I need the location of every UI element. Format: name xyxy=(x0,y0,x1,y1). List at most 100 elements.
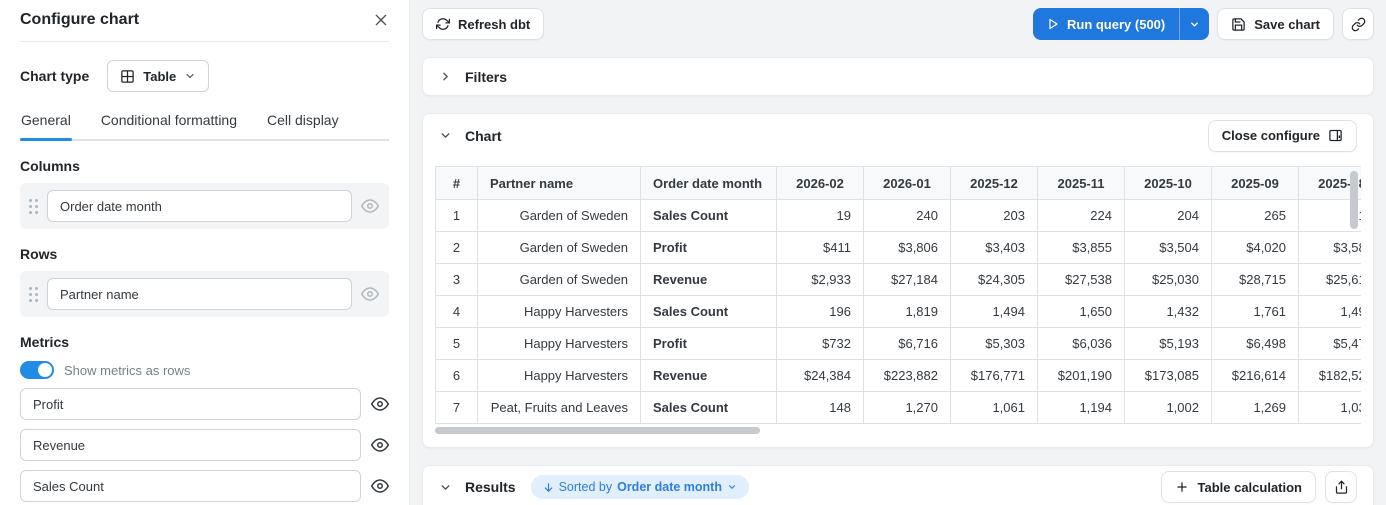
results-title: Results xyxy=(465,479,516,495)
cell: $6,498 xyxy=(1211,327,1299,360)
table-row[interactable]: 3 Garden of Sweden Revenue $2,933 $27,18… xyxy=(435,263,1361,296)
toggle-label: Show metrics as rows xyxy=(64,362,191,378)
cell: 203 xyxy=(950,199,1038,232)
tab-conditional-formatting[interactable]: Conditional formatting xyxy=(100,112,238,139)
cell: 1,819 xyxy=(863,295,951,328)
cell: $5,303 xyxy=(950,327,1038,360)
cell: $3,504 xyxy=(1124,231,1212,264)
cell: $182,521 xyxy=(1298,359,1361,392)
horizontal-scrollbar[interactable] xyxy=(435,427,760,434)
metric-row xyxy=(20,388,389,420)
table-row[interactable]: 4 Happy Harvesters Sales Count 196 1,819… xyxy=(435,295,1361,328)
chart-header[interactable]: Chart Close configure xyxy=(423,114,1373,157)
run-query-options-button[interactable] xyxy=(1180,8,1209,40)
show-metrics-as-rows-toggle[interactable] xyxy=(20,361,54,379)
chevron-down-icon xyxy=(727,482,737,492)
eye-icon[interactable] xyxy=(371,436,389,454)
cell: $216,614 xyxy=(1211,359,1299,392)
pivot-table: # Partner name Order date month 2026-02 … xyxy=(435,166,1361,424)
cell: Garden of Sweden xyxy=(477,199,641,232)
tab-general[interactable]: General xyxy=(20,112,72,141)
column-header: 2025-09 xyxy=(1211,166,1299,200)
vertical-scrollbar[interactable] xyxy=(1350,171,1358,229)
results-card: Results Sorted by Order date month Table… xyxy=(422,465,1374,505)
cell: Happy Harvesters xyxy=(477,327,641,360)
chevron-right-icon xyxy=(439,70,452,83)
cell: $3,584 xyxy=(1298,231,1361,264)
arrow-down-icon xyxy=(543,482,554,493)
metric-revenue-input[interactable] xyxy=(20,429,361,461)
cell: $4,020 xyxy=(1211,231,1299,264)
metric-sales-count-input[interactable] xyxy=(20,470,361,502)
table-row[interactable]: 7 Peat, Fruits and Leaves Sales Count 14… xyxy=(435,391,1361,424)
eye-icon[interactable] xyxy=(371,395,389,413)
column-header: Partner name xyxy=(477,166,641,200)
row-index: 6 xyxy=(435,359,478,392)
drag-handle-icon[interactable] xyxy=(29,286,38,302)
chart-type-value: Table xyxy=(143,68,177,84)
panel-right-icon xyxy=(1328,128,1343,143)
cell: 1,269 xyxy=(1211,391,1299,424)
cell: 1,270 xyxy=(863,391,951,424)
close-icon xyxy=(373,12,389,28)
share-link-button[interactable] xyxy=(1342,8,1374,40)
sorted-by-badge[interactable]: Sorted by Order date month xyxy=(530,475,749,499)
save-chart-button[interactable]: Save chart xyxy=(1217,8,1334,40)
export-results-button[interactable] xyxy=(1325,471,1357,503)
close-panel-button[interactable] xyxy=(373,12,389,28)
top-toolbar: Refresh dbt Run query (500) xyxy=(422,8,1374,40)
cell: $27,538 xyxy=(1037,263,1125,296)
refresh-dbt-button[interactable]: Refresh dbt xyxy=(422,8,545,40)
drag-handle-icon[interactable] xyxy=(29,198,38,214)
cell: Peat, Fruits and Leaves xyxy=(477,391,641,424)
cell: $732 xyxy=(776,327,864,360)
table-row[interactable]: 5 Happy Harvesters Profit $732 $6,716 $5… xyxy=(435,327,1361,360)
cell: Happy Harvesters xyxy=(477,295,641,328)
table-row[interactable]: 1 Garden of Sweden Sales Count 19 240 20… xyxy=(435,199,1361,232)
table-calculation-button[interactable]: Table calculation xyxy=(1161,471,1316,503)
columns-field-input[interactable] xyxy=(47,190,352,222)
cell: 1,032 xyxy=(1298,391,1361,424)
column-header: 2025-12 xyxy=(950,166,1038,200)
column-header: 2025-10 xyxy=(1124,166,1212,200)
rows-field-input[interactable] xyxy=(47,278,352,310)
cell: $411 xyxy=(776,231,864,264)
chevron-down-icon xyxy=(439,481,452,494)
cell: $6,716 xyxy=(863,327,951,360)
close-configure-button[interactable]: Close configure xyxy=(1207,119,1357,152)
chart-type-select[interactable]: Table xyxy=(107,60,210,92)
cell: 1,194 xyxy=(1037,391,1125,424)
cell: $6,036 xyxy=(1037,327,1125,360)
chart-title: Chart xyxy=(465,127,502,144)
tab-cell-display[interactable]: Cell display xyxy=(266,112,340,139)
eye-icon[interactable] xyxy=(361,285,379,303)
row-index: 1 xyxy=(435,199,478,232)
filters-title: Filters xyxy=(465,68,508,85)
column-header: 2025-11 xyxy=(1037,166,1125,200)
eye-icon[interactable] xyxy=(361,197,379,215)
table-row[interactable]: 6 Happy Harvesters Revenue $24,384 $223,… xyxy=(435,359,1361,392)
filters-header[interactable]: Filters xyxy=(423,58,1373,95)
run-query-button[interactable]: Run query (500) xyxy=(1033,8,1181,40)
cell: 1,002 xyxy=(1124,391,1212,424)
chevron-down-icon xyxy=(1189,19,1200,30)
metrics-section-label: Metrics xyxy=(20,334,70,350)
cell: 196 xyxy=(776,295,864,328)
column-header: # xyxy=(435,166,478,200)
cell: 1,650 xyxy=(1037,295,1125,328)
table-icon xyxy=(120,69,135,84)
columns-field-row xyxy=(20,183,389,229)
cell: $24,305 xyxy=(950,263,1038,296)
link-icon xyxy=(1351,17,1366,32)
cell: Sales Count xyxy=(640,295,777,328)
chart-type-label: Chart type xyxy=(20,68,90,84)
metric-profit-input[interactable] xyxy=(20,388,361,420)
columns-section-label: Columns xyxy=(20,158,80,174)
cell: Sales Count xyxy=(640,199,777,232)
table-row[interactable]: 2 Garden of Sweden Profit $411 $3,806 $3… xyxy=(435,231,1361,264)
eye-icon[interactable] xyxy=(371,477,389,495)
horizontal-scrollbar-track xyxy=(435,427,1361,434)
cell: Happy Harvesters xyxy=(477,359,641,392)
cell: $5,193 xyxy=(1124,327,1212,360)
results-header[interactable]: Results Sorted by Order date month Table… xyxy=(423,466,1373,505)
